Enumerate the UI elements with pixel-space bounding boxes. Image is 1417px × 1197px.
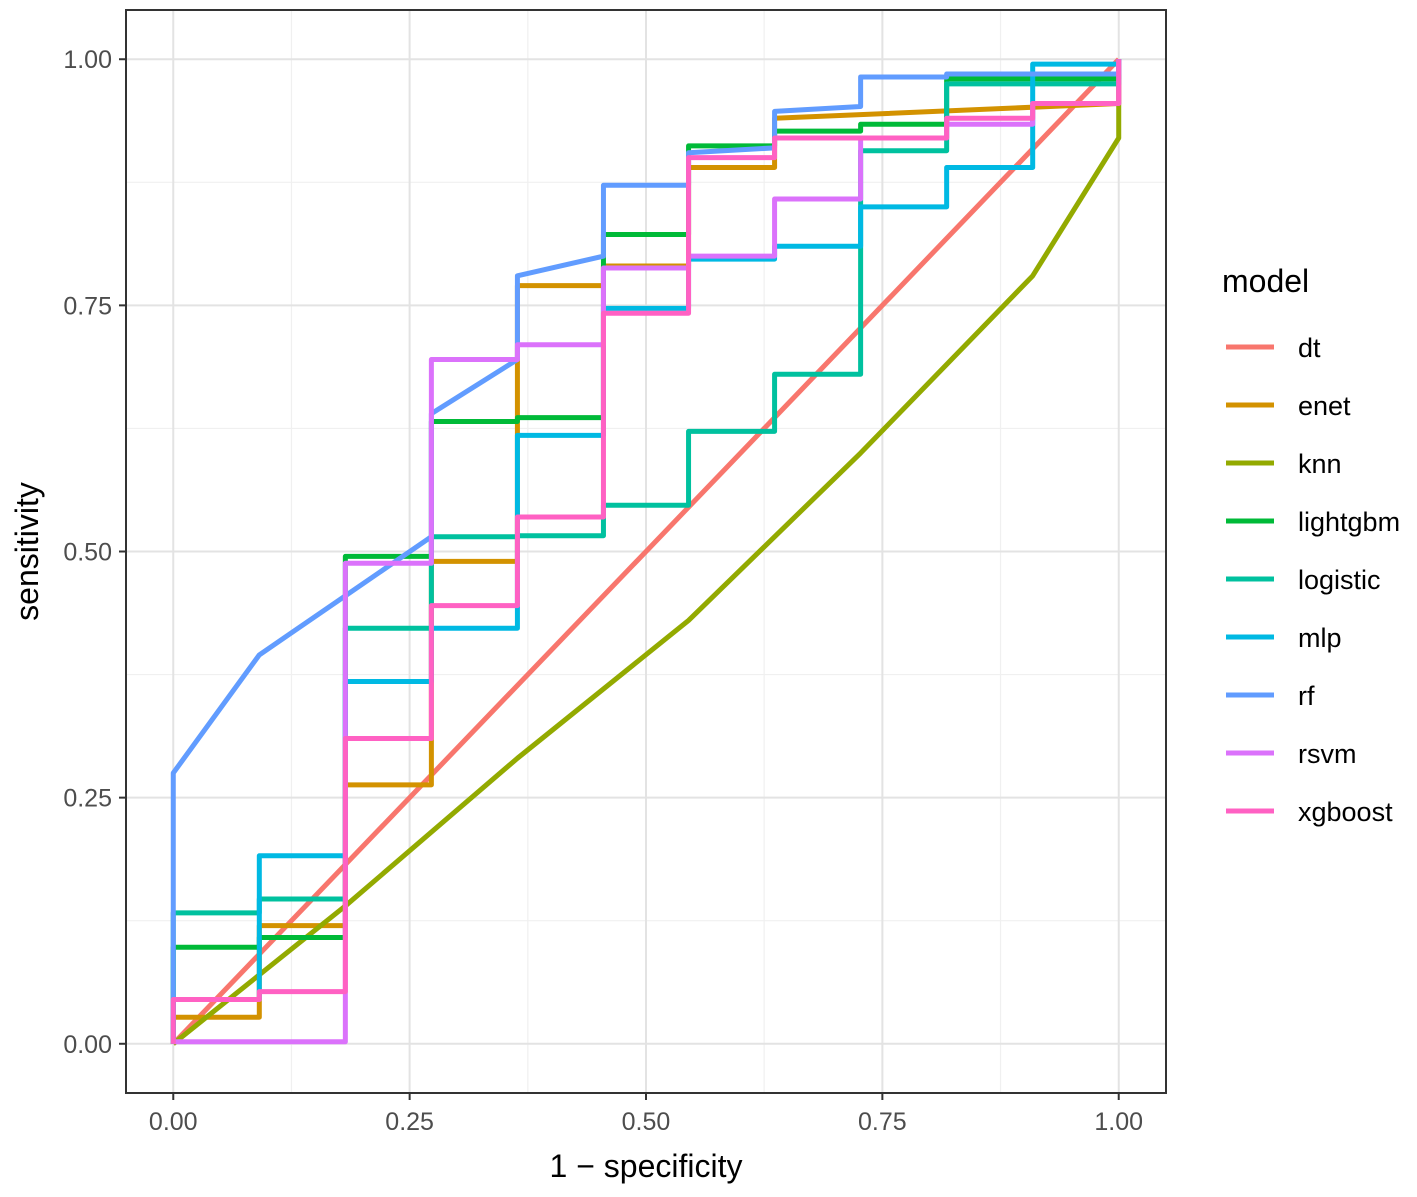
series-line-knn <box>171 59 1122 1046</box>
x-axis: 0.00 0.25 0.50 0.75 1.00 <box>149 1093 1143 1136</box>
series-line-logistic <box>170 59 1122 1044</box>
legend-label: rf <box>1298 681 1315 711</box>
y-tick-label: 0.00 <box>63 1031 112 1059</box>
series-line-xgboost <box>170 59 1122 1044</box>
series-line-dt <box>171 57 1121 1046</box>
x-tick-label: 1.00 <box>1094 1108 1143 1136</box>
y-tick-label: 0.25 <box>63 785 112 813</box>
legend-item-rf: rf <box>1226 681 1315 711</box>
legend-label: logistic <box>1298 565 1381 595</box>
legend-label: rsvm <box>1298 739 1356 769</box>
x-tick-label: 0.00 <box>149 1108 198 1136</box>
legend-label: xgboost <box>1298 797 1393 827</box>
legend-item-logistic: logistic <box>1226 565 1381 595</box>
y-tick-label: 0.50 <box>63 539 112 567</box>
x-tick-label: 0.25 <box>385 1108 434 1136</box>
legend-item-enet: enet <box>1226 391 1351 421</box>
legend-title: model <box>1222 263 1309 299</box>
legend-item-dt: dt <box>1226 333 1321 363</box>
legend-item-lightgbm: lightgbm <box>1226 507 1400 537</box>
legend-label: mlp <box>1298 623 1342 653</box>
legend-item-knn: knn <box>1226 449 1342 479</box>
legend-item-xgboost: xgboost <box>1226 797 1393 827</box>
x-tick-label: 0.75 <box>858 1108 907 1136</box>
legend-label: enet <box>1298 391 1351 421</box>
legend-item-mlp: mlp <box>1226 623 1342 653</box>
y-tick-label: 1.00 <box>63 46 112 74</box>
legend-label: lightgbm <box>1298 507 1400 537</box>
legend-label: dt <box>1298 333 1321 363</box>
x-axis-title: 1 − specificity <box>550 1148 743 1184</box>
legend-item-rsvm: rsvm <box>1226 739 1356 769</box>
y-tick-label: 0.75 <box>63 292 112 320</box>
legend: model dt enet knn lightgbm logistic mlp rf rsvm… <box>1222 263 1400 827</box>
series-layer <box>170 57 1122 1046</box>
y-axis-title: sensitivity <box>9 482 45 621</box>
legend-label: knn <box>1298 449 1342 479</box>
series-line-rf <box>170 59 1122 1044</box>
series-line-mlp <box>170 59 1122 1044</box>
y-axis: 0.00 0.25 0.50 0.75 1.00 <box>63 46 126 1059</box>
x-tick-label: 0.50 <box>622 1108 671 1136</box>
